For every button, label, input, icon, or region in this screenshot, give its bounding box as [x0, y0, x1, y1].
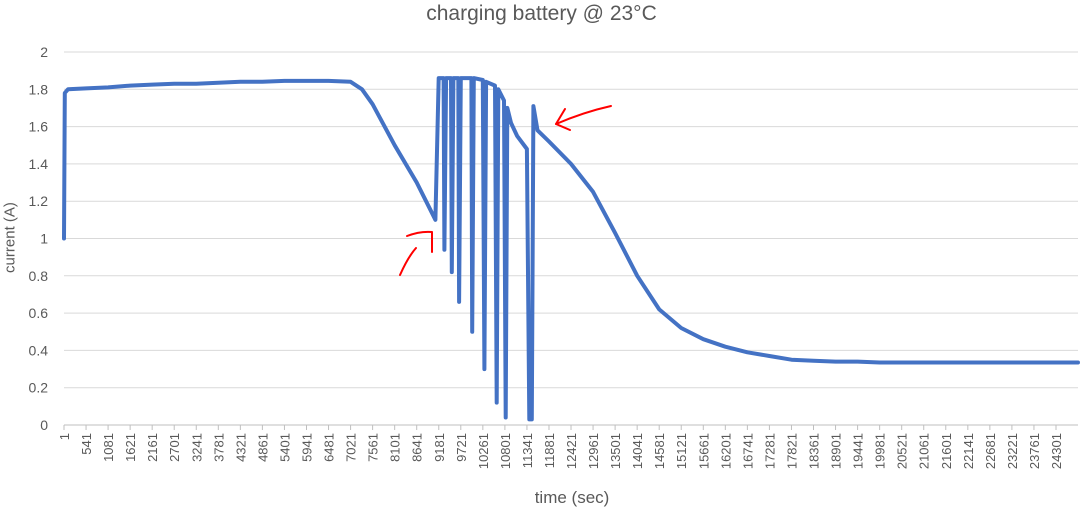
annotation-arrow-left [399, 247, 417, 276]
x-tick-label: 11341 [520, 433, 535, 468]
x-tick-label: 21601 [939, 433, 954, 469]
x-tick-label: 12961 [586, 433, 601, 469]
x-tick-label: 1081 [101, 433, 116, 462]
x-tick-label: 18361 [807, 433, 822, 469]
x-tick-label: 3241 [189, 433, 204, 462]
chart-title: charging battery @ 23°C [426, 2, 657, 25]
x-tick-label: 12421 [564, 433, 579, 469]
x-tick-label: 7021 [344, 433, 359, 462]
y-tick-label: 1.8 [29, 81, 49, 97]
x-tick-label: 21061 [917, 433, 932, 469]
annotation-arrowhead-left [406, 230, 433, 253]
x-tick-label: 4321 [233, 433, 248, 462]
x-tick-label: 6481 [322, 433, 337, 462]
x-tick-label: 15661 [696, 433, 711, 469]
y-tick-label: 1.6 [29, 119, 49, 135]
x-tick-label: 1 [57, 433, 72, 440]
x-tick-label: 8101 [388, 433, 403, 462]
y-tick-label: 0.4 [29, 342, 49, 358]
y-tick-label: 0 [40, 417, 48, 433]
x-tick-label: 10261 [476, 433, 491, 469]
x-tick-label: 14041 [630, 433, 645, 469]
x-tick-label: 2701 [167, 433, 182, 462]
annotation-arrowhead-right [555, 108, 571, 131]
series-line [62, 76, 1080, 422]
x-tick-label: 18901 [829, 433, 844, 469]
x-tick-label: 10801 [498, 433, 513, 469]
x-tick-label: 9181 [432, 433, 447, 462]
y-tick-label: 1.4 [29, 156, 49, 172]
x-tick-label: 5401 [277, 433, 292, 462]
x-tick-label: 23761 [1027, 433, 1042, 469]
x-tick-label: 13501 [608, 433, 623, 469]
x-tick-label: 541 [79, 433, 94, 455]
x-tick-label: 8641 [410, 433, 425, 462]
x-tick-label: 7561 [366, 433, 381, 462]
x-tick-label: 19981 [873, 433, 888, 469]
x-tick-label: 17281 [762, 433, 777, 469]
y-tick-label: 1.2 [29, 193, 49, 209]
x-tick-label: 9721 [454, 433, 469, 462]
x-tick-label: 20521 [895, 433, 910, 469]
x-tick-label: 22141 [961, 433, 976, 469]
x-axis-label: time (sec) [534, 488, 610, 507]
x-tick-label: 24301 [1049, 433, 1064, 469]
x-tick-label: 17821 [784, 433, 799, 469]
x-tick-label: 16741 [740, 433, 755, 469]
y-axis-label: current (A) [1, 202, 19, 273]
x-tick-label: 2161 [145, 433, 160, 462]
x-tick-label: 19441 [851, 433, 866, 469]
x-tick-label: 16201 [718, 433, 733, 469]
x-tick-label: 3781 [211, 433, 226, 462]
x-tick-label: 5941 [299, 433, 314, 462]
annotation-arrow-right [555, 105, 612, 125]
x-tick-label: 14581 [652, 433, 667, 469]
y-tick-label: 1 [40, 231, 48, 247]
x-tick-label: 1621 [123, 433, 138, 462]
x-tick-label: 22681 [983, 433, 998, 469]
x-tick-label: 11881 [542, 433, 557, 468]
y-tick-label: 0.6 [29, 305, 49, 321]
x-tick-label: 4861 [255, 433, 270, 462]
y-tick-label: 0.8 [29, 268, 49, 284]
y-tick-label: 2 [40, 44, 48, 60]
x-tick-label: 15121 [674, 433, 689, 469]
x-tick-label: 23221 [1005, 433, 1020, 469]
y-tick-label: 0.2 [29, 380, 49, 396]
